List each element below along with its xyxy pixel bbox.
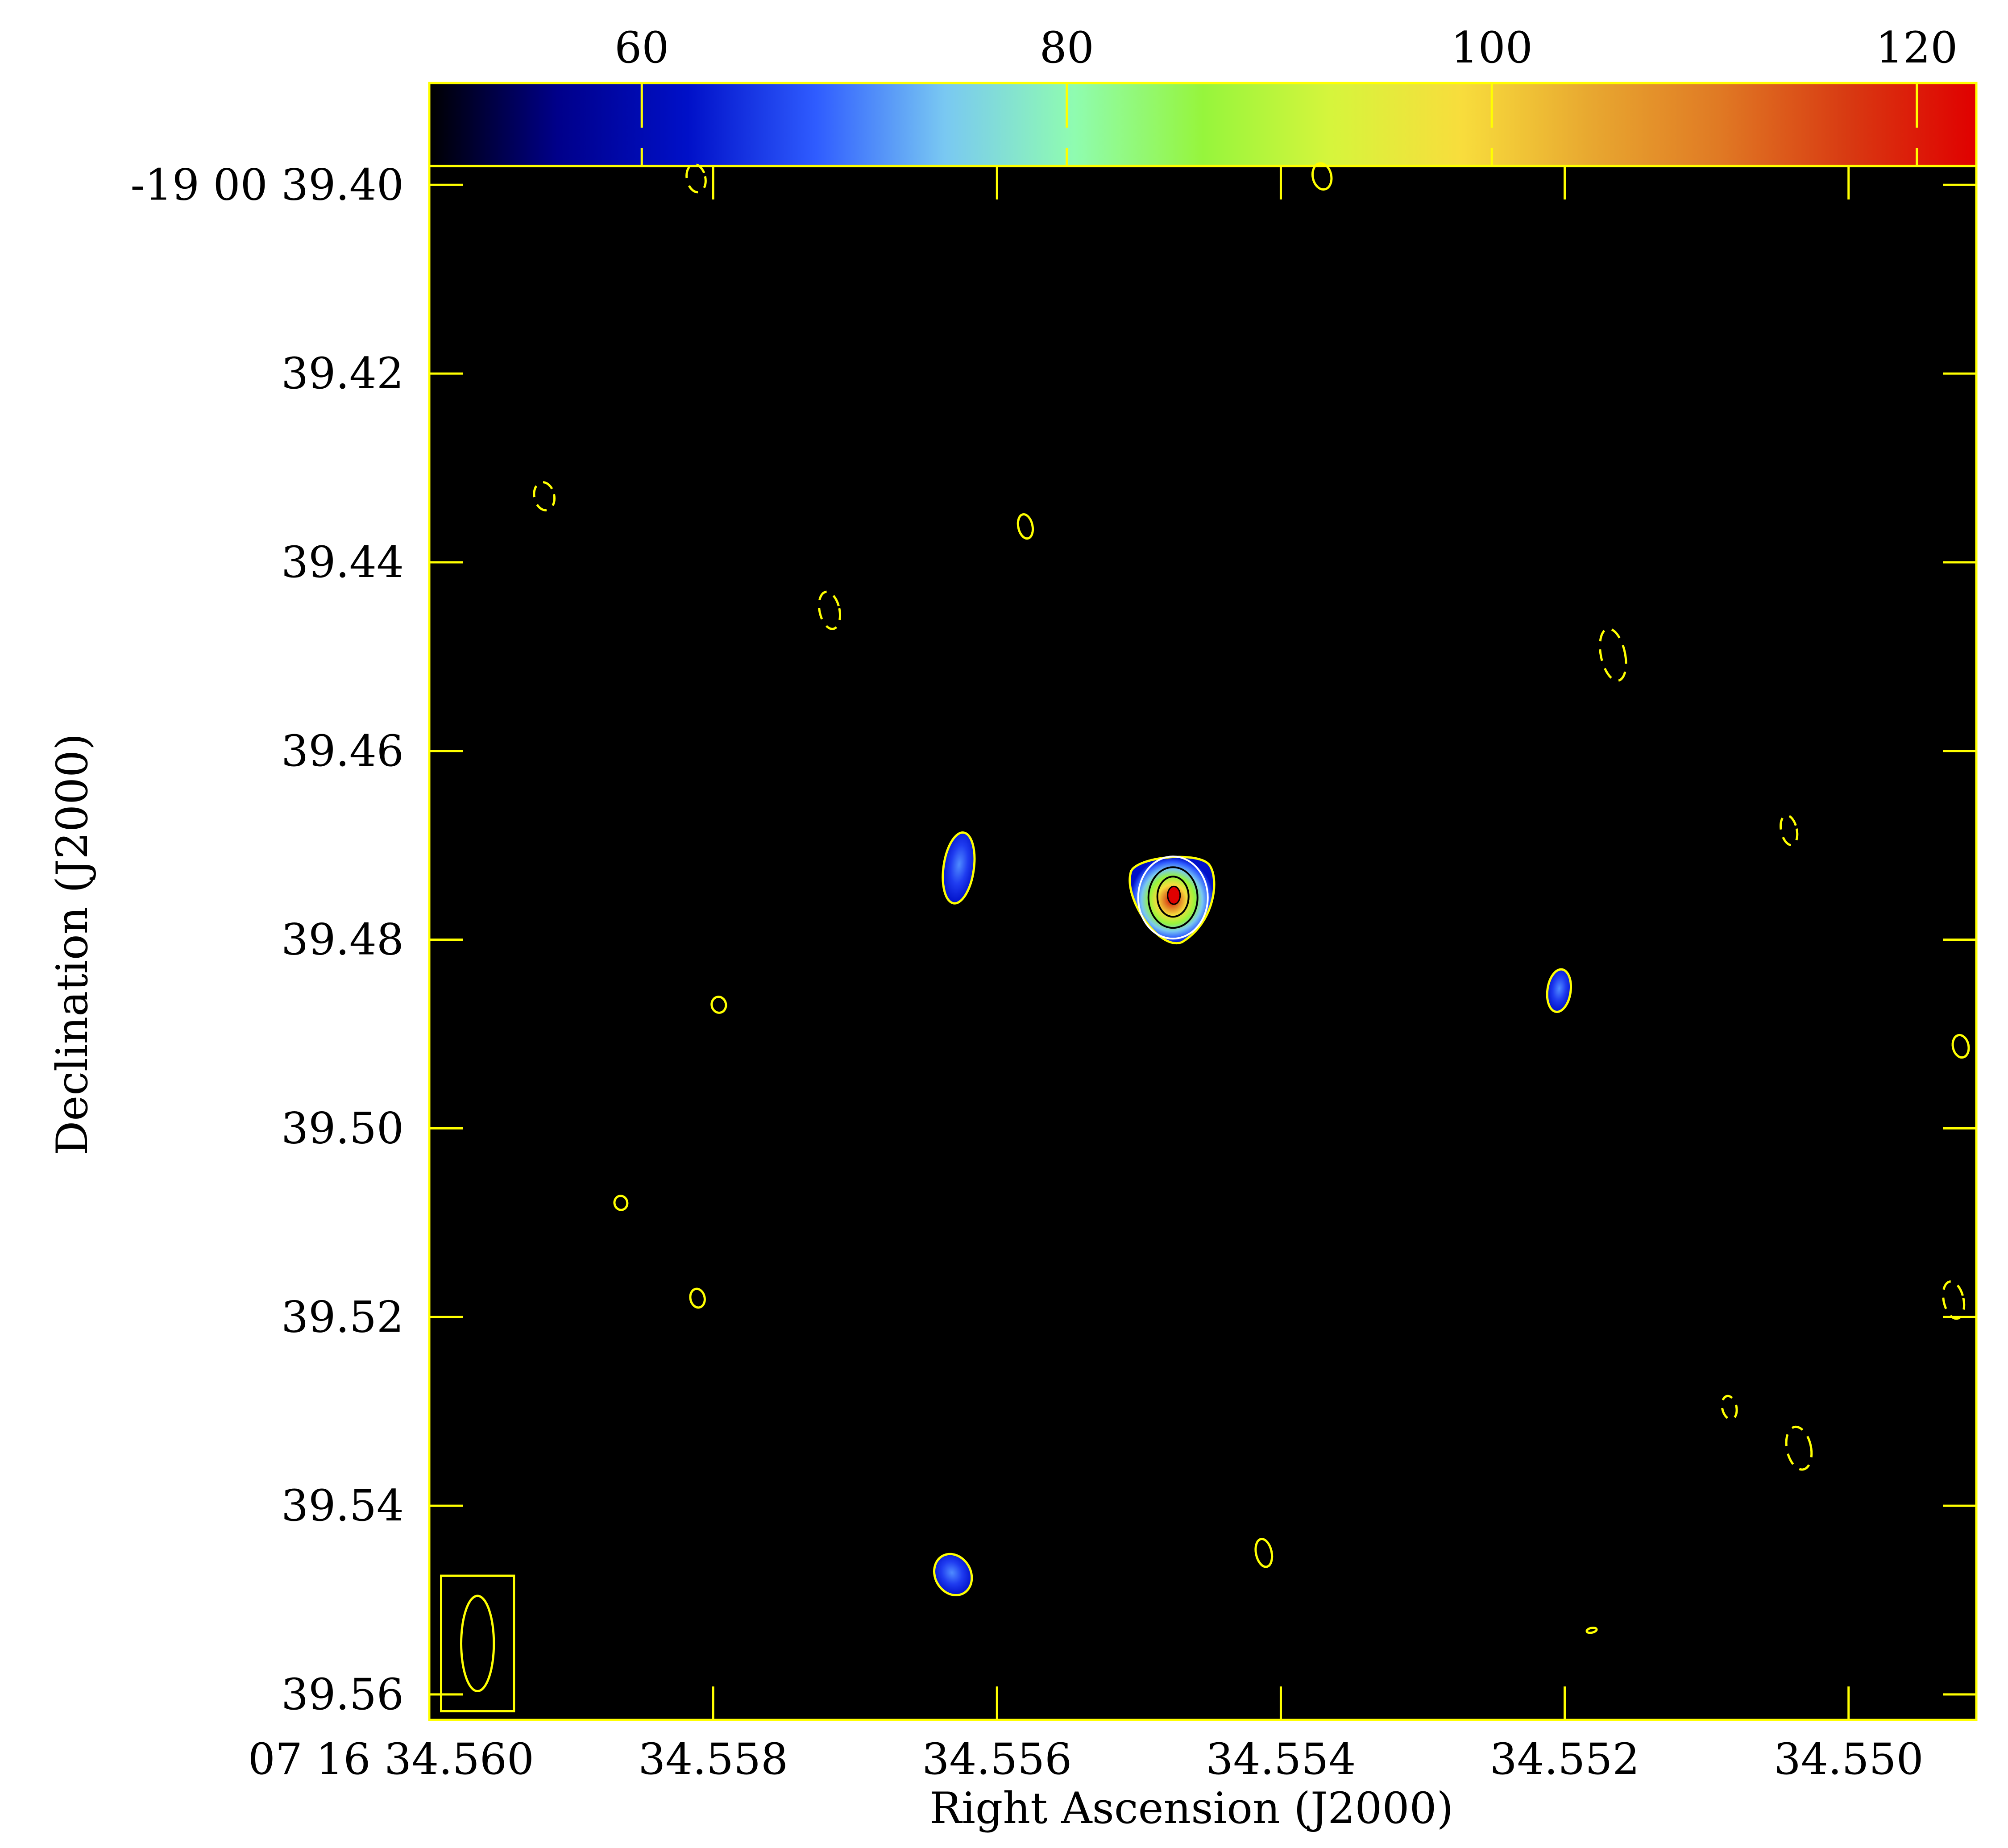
x-tick-label: 34.554 (1206, 1734, 1356, 1784)
colorbar: 60 80 100 120 (428, 23, 1978, 167)
negative-contour (817, 590, 841, 630)
positive-contour (1585, 1626, 1598, 1634)
negative-contour (1721, 1395, 1738, 1420)
positive-contour (613, 1195, 629, 1211)
main-source-peak (1167, 885, 1181, 905)
y-axis-title: Declination (J2000) (47, 733, 97, 1155)
y-tick-label: -19 00 39.40 (130, 160, 404, 210)
plot-frame (428, 165, 1978, 1721)
x-tick-label: 34.556 (922, 1734, 1072, 1784)
x-tick-label: 34.550 (1774, 1734, 1924, 1784)
beam-box (440, 1574, 515, 1713)
positive-contour (1951, 1034, 1970, 1059)
blue-source (942, 831, 976, 905)
colorbar-ticks: 60 80 100 120 (614, 23, 1958, 166)
plot-area: 07 16 34.560 34.558 34.556 34.554 34.552 34.5… (130, 160, 1978, 1784)
beam-ellipse (440, 1574, 515, 1713)
x-tick-label: 07 16 34.560 (248, 1734, 534, 1784)
negative-contour (685, 163, 707, 194)
positive-contour (710, 996, 727, 1014)
colorbar-gradient (428, 82, 1978, 167)
main-source-contour-outer (1137, 855, 1209, 940)
positive-contour (689, 1287, 706, 1309)
positive-contour (1016, 513, 1034, 540)
blue-source (1546, 968, 1572, 1013)
negative-contour (533, 481, 556, 511)
negative-contour (1780, 814, 1799, 847)
negative-contour (1599, 627, 1627, 682)
y-tick-label: 39.56 (281, 1669, 404, 1719)
negative-contour (1942, 1280, 1966, 1320)
x-tick-label: 34.558 (638, 1734, 788, 1784)
y-tick-label: 39.54 (281, 1481, 404, 1531)
colorbar-tick-label: 100 (1451, 23, 1533, 73)
colorbar-tick-label: 120 (1876, 23, 1958, 73)
y-tick-label: 39.50 (281, 1103, 404, 1153)
blue-source (933, 1553, 973, 1597)
positive-contour (1311, 162, 1333, 191)
y-tick-label: 39.46 (281, 726, 404, 776)
beam-shape (460, 1595, 495, 1693)
y-tick-label: 39.44 (281, 537, 404, 587)
colorbar-tick-label: 60 (614, 23, 669, 73)
y-tick-label: 39.48 (281, 915, 404, 965)
x-axis-ticks: 07 16 34.560 34.558 34.556 34.554 34.552 34.5… (248, 166, 1924, 1784)
main-source-contour (1147, 866, 1199, 929)
x-tick-label: 34.552 (1490, 1734, 1640, 1784)
sources-layer (933, 831, 1572, 1597)
positive-contour (1254, 1538, 1274, 1568)
colorbar-tick-label: 80 (1040, 23, 1094, 73)
y-tick-label: 39.42 (281, 349, 404, 399)
plot-background (429, 166, 1976, 1720)
y-tick-label: 39.52 (281, 1292, 404, 1342)
y-axis-ticks: -19 00 39.40 39.42 39.44 39.46 39.48 39.50 39.… (130, 160, 1976, 1719)
contours-layer (533, 162, 1970, 1634)
main-source-contour (1156, 876, 1190, 918)
x-axis-title: Right Ascension (J2000) (929, 1783, 1453, 1833)
negative-contour (1785, 1425, 1813, 1471)
